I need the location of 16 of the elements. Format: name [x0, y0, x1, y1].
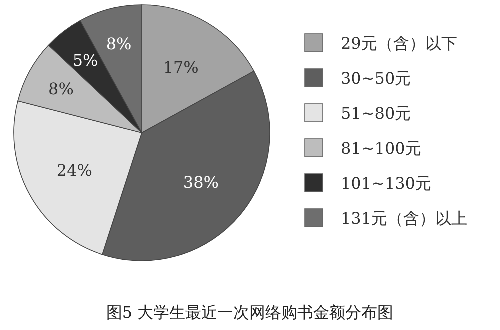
- legend-label: 81~100元: [341, 139, 422, 158]
- data-label: 38%: [183, 172, 219, 192]
- legend-label: 101~130元: [341, 174, 432, 193]
- data-label: 17%: [163, 58, 199, 77]
- legend-label: 30~50元: [341, 69, 412, 88]
- data-label: 8%: [106, 34, 132, 54]
- pie-slice: [48, 20, 142, 134]
- pie-slice: [142, 4, 255, 134]
- legend-label: 51~80元: [341, 104, 412, 123]
- pie-slice: [14, 100, 142, 256]
- text: 图5 大学生最近一次网络购书金额分布图: [106, 303, 394, 322]
- data-label: 24%: [56, 161, 92, 180]
- data-label: 8%: [48, 80, 74, 99]
- data-label: 5%: [72, 51, 98, 70]
- legend-label: 131元（含）以上: [341, 209, 468, 228]
- legend-label: 29元（含）以下: [341, 34, 458, 53]
